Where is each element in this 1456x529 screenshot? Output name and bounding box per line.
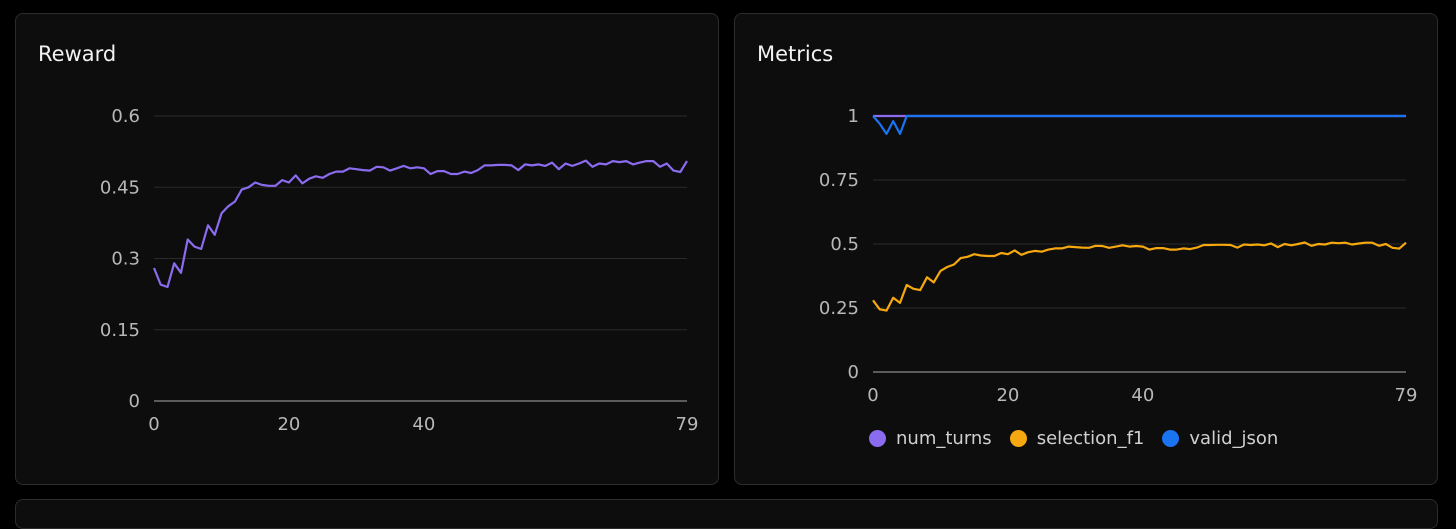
metrics-y-tick-label: 0 bbox=[848, 362, 859, 383]
metrics-x-tick-label: 20 bbox=[996, 385, 1019, 406]
reward-y-tick-label: 0.3 bbox=[111, 249, 140, 270]
metrics-y-tick-label: 0.5 bbox=[830, 234, 859, 255]
metrics-legend: num_turns selection_f1 valid_json bbox=[869, 428, 1278, 449]
metrics-chart-title: Metrics bbox=[757, 42, 834, 66]
reward-chart-title: Reward bbox=[38, 42, 117, 66]
metrics-x-tick-label: 40 bbox=[1131, 385, 1154, 406]
legend-item-valid-json[interactable]: valid_json bbox=[1162, 428, 1278, 449]
reward-y-tick-label: 0.15 bbox=[100, 320, 140, 341]
legend-dot-num-turns bbox=[869, 430, 886, 447]
legend-item-num-turns[interactable]: num_turns bbox=[869, 428, 992, 449]
reward-x-tick-label: 0 bbox=[148, 414, 159, 435]
reward-y-tick-label: 0.45 bbox=[100, 177, 140, 198]
reward-y-tick-label: 0.6 bbox=[111, 106, 140, 127]
metrics-y-tick-label: 0.75 bbox=[819, 170, 859, 191]
reward-x-tick-label: 20 bbox=[277, 414, 300, 435]
reward-chart-panel: Reward 0 0.15 0.3 0.45 0.6 0 20 40 79 bbox=[15, 13, 719, 485]
metrics-series-line-valid-json[interactable] bbox=[872, 114, 1406, 136]
legend-item-selection-f1[interactable]: selection_f1 bbox=[1009, 428, 1145, 449]
reward-chart-svg[interactable]: 0 0.15 0.3 0.45 0.6 0 20 40 79 bbox=[16, 14, 720, 486]
reward-y-tick-label: 0 bbox=[129, 391, 140, 412]
metrics-y-tick-label: 1 bbox=[848, 106, 859, 127]
metrics-x-tick-label: 0 bbox=[867, 385, 878, 406]
metrics-chart-panel: Metrics 0 0.25 0.5 0.75 1 0 20 40 79 num_turns s… bbox=[734, 13, 1438, 485]
metrics-y-tick-label: 0.25 bbox=[819, 298, 859, 319]
metrics-series-line-selection-f1[interactable] bbox=[872, 241, 1407, 312]
legend-label-num-turns: num_turns bbox=[896, 428, 992, 449]
reward-series-line-num-turns[interactable] bbox=[152, 159, 688, 289]
legend-label-selection-f1: selection_f1 bbox=[1036, 428, 1145, 449]
metrics-chart-svg[interactable]: 0 0.25 0.5 0.75 1 0 20 40 79 bbox=[735, 14, 1439, 486]
next-panel bbox=[15, 499, 1438, 529]
legend-dot-selection-f1 bbox=[1009, 430, 1027, 447]
metrics-x-tick-label: 79 bbox=[1395, 385, 1418, 406]
reward-x-tick-label: 40 bbox=[412, 414, 435, 435]
reward-x-tick-label: 79 bbox=[676, 414, 699, 435]
legend-label-valid-json: valid_json bbox=[1189, 428, 1279, 449]
legend-dot-valid-json bbox=[1162, 430, 1180, 447]
